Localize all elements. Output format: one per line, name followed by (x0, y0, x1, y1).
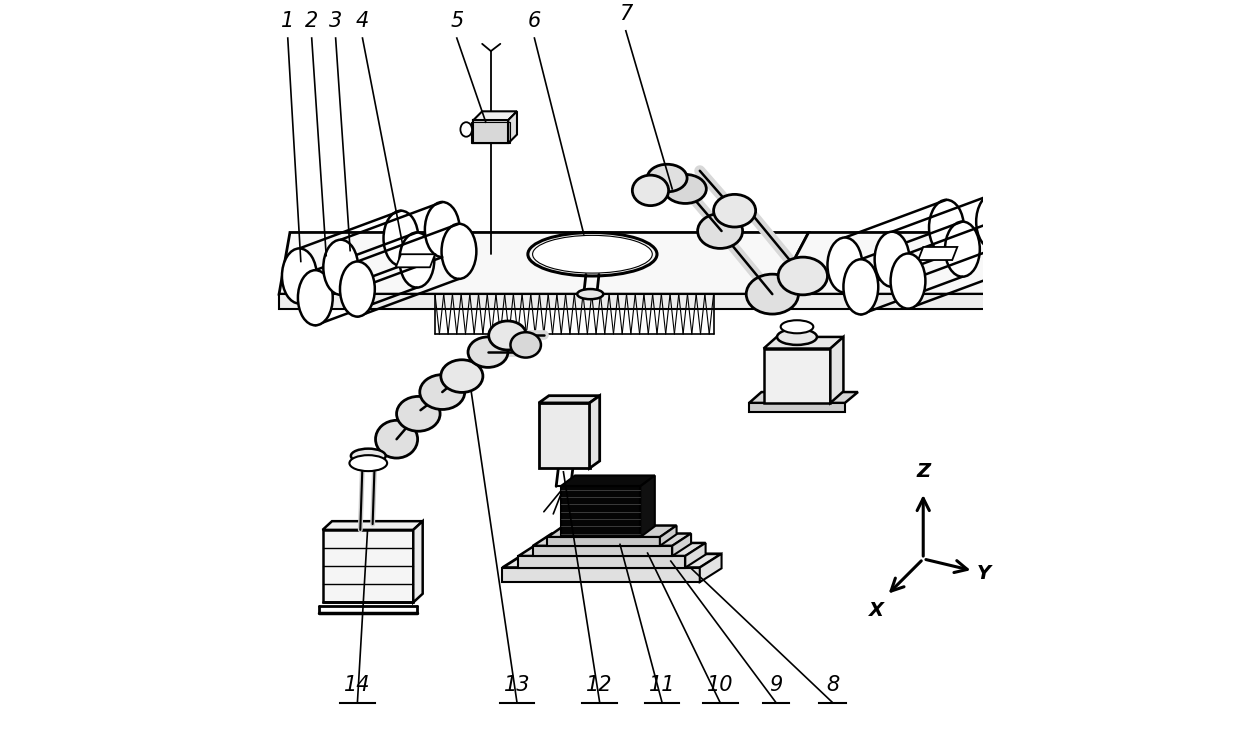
Ellipse shape (324, 240, 358, 295)
Polygon shape (776, 294, 997, 309)
Polygon shape (699, 554, 722, 582)
Ellipse shape (665, 174, 707, 204)
Polygon shape (560, 476, 655, 487)
Text: 2: 2 (305, 11, 319, 31)
Ellipse shape (376, 420, 418, 458)
Ellipse shape (781, 320, 813, 334)
Text: 8: 8 (826, 675, 839, 696)
Polygon shape (686, 543, 706, 567)
Ellipse shape (779, 257, 827, 295)
Polygon shape (396, 254, 435, 268)
Ellipse shape (298, 270, 332, 325)
Polygon shape (660, 526, 677, 546)
Polygon shape (533, 546, 672, 556)
Text: Y: Y (977, 564, 991, 583)
Polygon shape (533, 534, 691, 546)
Ellipse shape (843, 259, 878, 314)
Polygon shape (508, 111, 517, 143)
Polygon shape (502, 567, 699, 582)
Text: 11: 11 (649, 675, 676, 696)
Polygon shape (749, 403, 844, 413)
Text: Z: Z (916, 463, 930, 482)
Ellipse shape (281, 248, 316, 303)
Polygon shape (474, 111, 517, 120)
Ellipse shape (976, 194, 1011, 249)
Ellipse shape (351, 449, 386, 463)
Polygon shape (322, 521, 423, 530)
Text: 9: 9 (769, 675, 782, 696)
Ellipse shape (647, 164, 687, 192)
Ellipse shape (340, 262, 374, 317)
Ellipse shape (992, 216, 1027, 271)
Polygon shape (502, 554, 722, 567)
Polygon shape (547, 537, 660, 546)
Ellipse shape (383, 210, 418, 266)
Polygon shape (279, 232, 808, 294)
Ellipse shape (577, 289, 604, 299)
Ellipse shape (890, 254, 925, 309)
Polygon shape (764, 337, 843, 348)
Text: 14: 14 (345, 675, 371, 696)
Ellipse shape (467, 337, 508, 367)
Polygon shape (538, 396, 600, 403)
Ellipse shape (827, 237, 862, 292)
Ellipse shape (929, 200, 963, 255)
Text: 13: 13 (503, 675, 531, 696)
Ellipse shape (713, 194, 755, 227)
Ellipse shape (746, 274, 799, 314)
Polygon shape (547, 526, 677, 537)
Text: X: X (868, 600, 884, 619)
Polygon shape (474, 120, 508, 143)
Polygon shape (538, 403, 589, 468)
Ellipse shape (425, 202, 460, 257)
Bar (471, 122, 511, 142)
Polygon shape (413, 521, 423, 603)
Polygon shape (322, 530, 413, 603)
Ellipse shape (399, 232, 434, 287)
Polygon shape (918, 247, 957, 260)
Polygon shape (560, 487, 640, 537)
Polygon shape (672, 534, 691, 556)
Ellipse shape (441, 224, 476, 279)
Ellipse shape (350, 455, 387, 471)
Ellipse shape (777, 329, 817, 345)
Text: 7: 7 (619, 4, 632, 23)
Polygon shape (640, 476, 655, 537)
Ellipse shape (420, 375, 465, 410)
Polygon shape (749, 392, 858, 403)
Polygon shape (518, 556, 686, 567)
Text: 10: 10 (707, 675, 733, 696)
Polygon shape (831, 337, 843, 403)
Text: 5: 5 (450, 11, 464, 31)
Polygon shape (279, 294, 776, 309)
Ellipse shape (533, 235, 652, 273)
Polygon shape (589, 396, 600, 468)
Bar (474, 120, 508, 143)
Ellipse shape (397, 397, 440, 431)
Polygon shape (776, 232, 1030, 294)
Text: 1: 1 (281, 11, 294, 31)
Ellipse shape (460, 122, 472, 137)
Ellipse shape (441, 360, 482, 392)
Polygon shape (764, 348, 831, 403)
Ellipse shape (698, 213, 743, 248)
Ellipse shape (528, 232, 657, 276)
Ellipse shape (489, 321, 527, 350)
Text: 4: 4 (356, 11, 370, 31)
Ellipse shape (945, 221, 980, 277)
Polygon shape (518, 543, 706, 556)
Ellipse shape (511, 332, 541, 358)
Ellipse shape (874, 232, 909, 287)
Text: 6: 6 (528, 11, 541, 31)
Text: 12: 12 (587, 675, 613, 696)
Ellipse shape (632, 175, 668, 206)
Text: 3: 3 (329, 11, 342, 31)
